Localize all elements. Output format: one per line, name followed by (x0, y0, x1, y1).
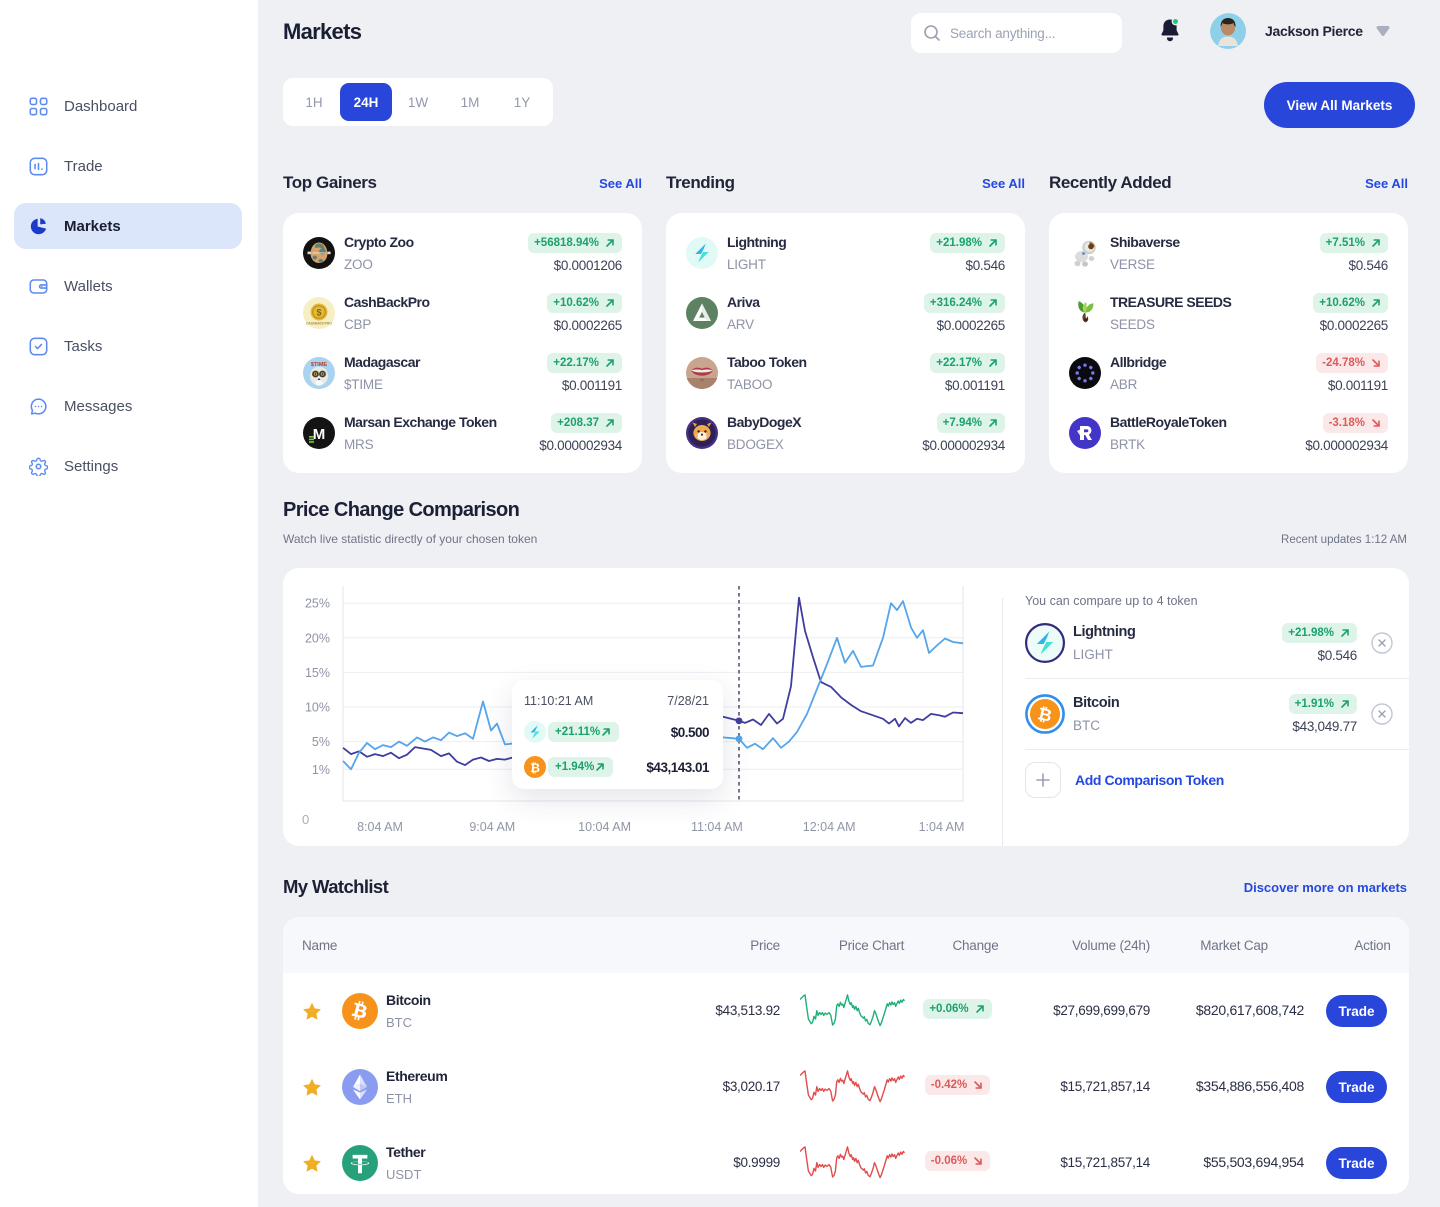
svg-text:8:04 AM: 8:04 AM (357, 820, 403, 834)
svg-text:CASHBACKPRO: CASHBACKPRO (306, 321, 332, 325)
svg-text:20%: 20% (305, 631, 330, 645)
svg-text:12:04 AM: 12:04 AM (803, 820, 856, 834)
svg-text:$: $ (316, 307, 321, 317)
svg-text:1:04 AM: 1:04 AM (919, 820, 965, 834)
svg-text:₿: ₿ (530, 761, 540, 775)
svg-text:9:04 AM: 9:04 AM (469, 820, 515, 834)
svg-text:0: 0 (302, 812, 309, 827)
svg-text:$TIME: $TIME (311, 362, 328, 368)
svg-text:5%: 5% (312, 735, 330, 749)
svg-text:15%: 15% (305, 666, 330, 680)
svg-text:25%: 25% (305, 597, 330, 611)
svg-text:1%: 1% (312, 763, 330, 777)
svg-text:10:04 AM: 10:04 AM (578, 820, 631, 834)
svg-text:11:04 AM: 11:04 AM (691, 820, 743, 834)
svg-text:M: M (313, 426, 326, 443)
svg-text:₿: ₿ (1036, 704, 1054, 725)
svg-text:10%: 10% (305, 701, 330, 715)
